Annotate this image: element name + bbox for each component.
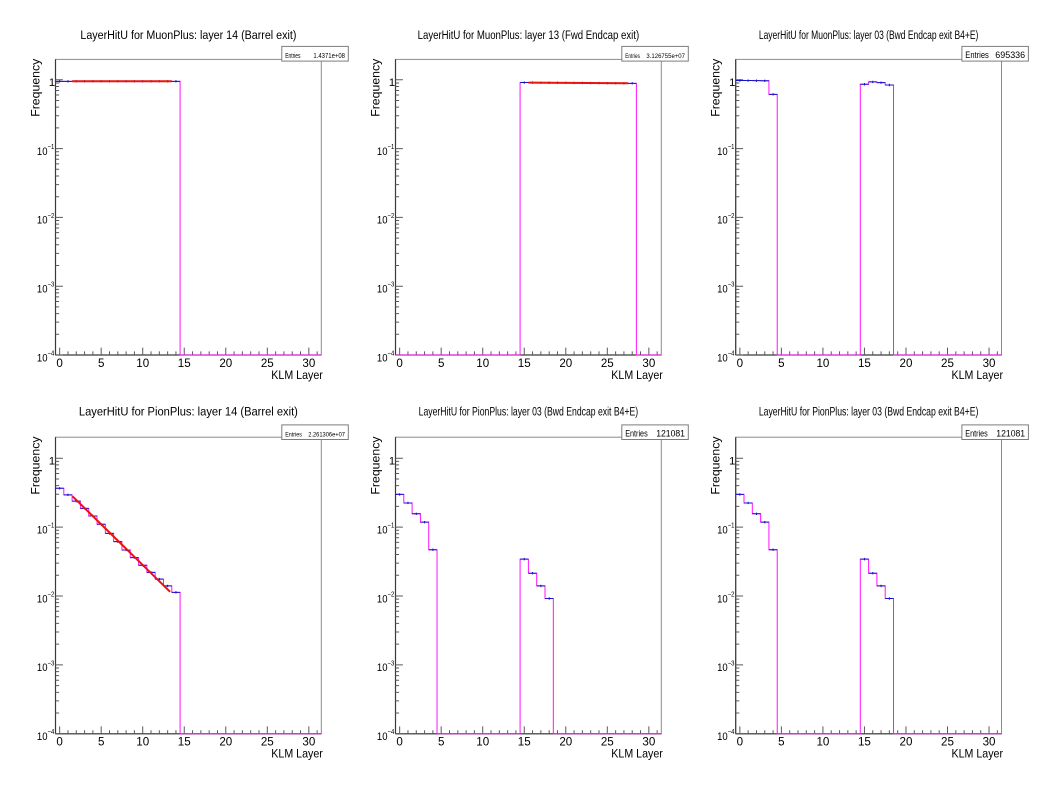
svg-text:1: 1 [49, 456, 55, 468]
svg-text:1: 1 [729, 456, 735, 468]
svg-text:10: 10 [136, 357, 149, 370]
svg-text:25: 25 [941, 736, 954, 749]
svg-text:0: 0 [396, 736, 402, 749]
svg-text:Entries: Entries [965, 50, 989, 60]
svg-text:1.4371e+08: 1.4371e+08 [313, 53, 345, 60]
svg-text:KLM Layer: KLM Layer [611, 747, 663, 761]
svg-text:Frequency: Frequency [28, 58, 42, 117]
svg-text:LayerHitU for PionPlus: layer: LayerHitU for PionPlus: layer 03 (Bwd En… [419, 405, 639, 419]
svg-text:0: 0 [737, 736, 743, 749]
svg-text:25: 25 [261, 736, 274, 749]
svg-text:KLM Layer: KLM Layer [952, 747, 1004, 761]
svg-text:30: 30 [642, 736, 655, 749]
svg-text:30: 30 [983, 736, 996, 749]
svg-text:Entries: Entries [625, 53, 640, 60]
svg-text:1: 1 [389, 456, 395, 468]
svg-text:1: 1 [729, 77, 735, 89]
svg-text:1: 1 [49, 77, 55, 89]
svg-text:695336: 695336 [995, 50, 1025, 60]
svg-text:20: 20 [559, 736, 572, 749]
svg-text:Frequency: Frequency [709, 58, 723, 117]
svg-text:5: 5 [438, 736, 444, 749]
svg-text:20: 20 [559, 357, 572, 370]
svg-text:10: 10 [816, 736, 829, 749]
svg-text:5: 5 [778, 736, 784, 749]
svg-text:25: 25 [601, 357, 614, 370]
svg-text:0: 0 [56, 357, 62, 370]
svg-text:5: 5 [778, 357, 784, 370]
svg-text:KLM Layer: KLM Layer [611, 368, 663, 382]
svg-text:5: 5 [98, 736, 104, 749]
svg-text:20: 20 [900, 357, 913, 370]
svg-text:30: 30 [302, 736, 315, 749]
svg-text:Entries: Entries [285, 431, 302, 438]
svg-text:15: 15 [178, 357, 191, 370]
svg-text:10: 10 [476, 357, 489, 370]
svg-text:15: 15 [518, 357, 531, 370]
svg-text:20: 20 [219, 736, 232, 749]
svg-text:5: 5 [98, 357, 104, 370]
svg-text:0: 0 [737, 357, 743, 370]
svg-text:20: 20 [900, 736, 913, 749]
svg-text:LayerHitU for MuonPlus: layer: LayerHitU for MuonPlus: layer 14 (Barrel… [80, 28, 296, 42]
svg-text:30: 30 [302, 357, 315, 370]
svg-text:LayerHitU for PionPlus: layer: LayerHitU for PionPlus: layer 14 (Barrel… [79, 405, 298, 419]
svg-text:15: 15 [858, 357, 871, 370]
svg-text:Entries: Entries [285, 53, 301, 60]
svg-text:Frequency: Frequency [28, 436, 42, 495]
svg-text:Entries: Entries [965, 428, 988, 438]
svg-text:10: 10 [136, 736, 149, 749]
svg-text:25: 25 [261, 357, 274, 370]
svg-text:KLM Layer: KLM Layer [271, 368, 323, 382]
svg-text:0: 0 [396, 357, 402, 370]
svg-text:121081: 121081 [656, 428, 685, 438]
svg-text:Entries: Entries [625, 428, 648, 438]
svg-text:121081: 121081 [996, 428, 1025, 438]
svg-text:15: 15 [858, 736, 871, 749]
svg-text:15: 15 [518, 736, 531, 749]
svg-text:Frequency: Frequency [709, 436, 723, 495]
svg-text:KLM Layer: KLM Layer [952, 368, 1004, 382]
svg-text:2.261306e+07: 2.261306e+07 [308, 431, 345, 438]
svg-text:LayerHitU for MuonPlus: layer: LayerHitU for MuonPlus: layer 03 (Bwd En… [759, 28, 979, 42]
svg-text:15: 15 [178, 736, 191, 749]
svg-text:3.126755e+07: 3.126755e+07 [646, 53, 685, 60]
svg-text:LayerHitU for PionPlus: layer: LayerHitU for PionPlus: layer 03 (Bwd En… [759, 405, 979, 419]
svg-text:LayerHitU for MuonPlus: layer: LayerHitU for MuonPlus: layer 13 (Fwd En… [418, 28, 640, 42]
svg-text:KLM Layer: KLM Layer [271, 747, 323, 761]
svg-text:25: 25 [941, 357, 954, 370]
svg-text:0: 0 [56, 736, 62, 749]
svg-text:10: 10 [476, 736, 489, 749]
svg-text:20: 20 [219, 357, 232, 370]
svg-text:Frequency: Frequency [368, 58, 382, 117]
svg-text:Frequency: Frequency [368, 436, 382, 495]
svg-text:25: 25 [601, 736, 614, 749]
svg-text:30: 30 [642, 357, 655, 370]
svg-text:30: 30 [983, 357, 996, 370]
svg-text:10: 10 [816, 357, 829, 370]
svg-text:5: 5 [438, 357, 444, 370]
svg-text:1: 1 [389, 77, 395, 89]
